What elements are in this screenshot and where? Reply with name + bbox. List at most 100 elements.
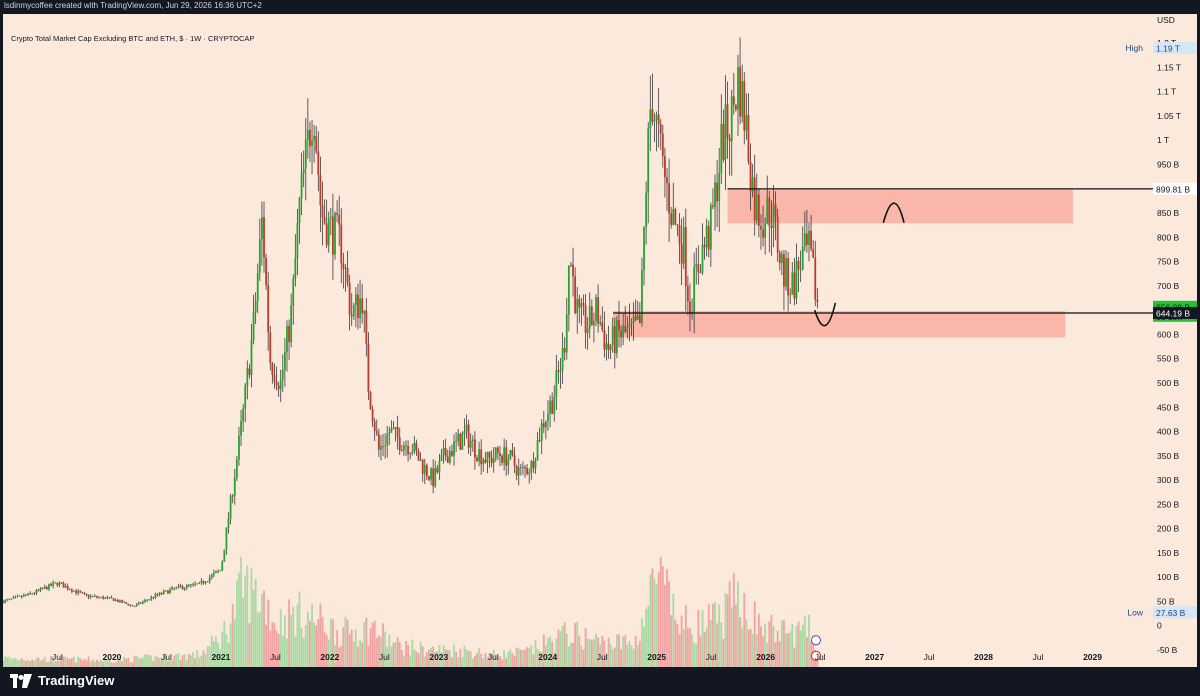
volume-bar: [41, 659, 44, 667]
tradingview-logo[interactable]: TradingView: [10, 673, 114, 688]
candle-body: [686, 286, 689, 302]
candle-body: [279, 379, 282, 390]
candle-body: [542, 423, 545, 428]
volume-bar: [394, 641, 397, 667]
volume-bar: [620, 649, 622, 667]
volume-bar: [181, 655, 184, 667]
volume-bar: [584, 628, 587, 667]
candle-body: [549, 400, 551, 414]
volume-bar: [434, 651, 437, 667]
candle-body: [649, 109, 652, 129]
volume-bar: [778, 641, 781, 667]
volume-bar: [542, 634, 545, 667]
candle-body: [102, 596, 105, 599]
candle-body: [329, 216, 332, 218]
volume-bar: [576, 621, 579, 667]
plot-area[interactable]: Crypto Total Market Cap Excluding BTC an…: [3, 14, 1197, 667]
volume-bar: [369, 628, 372, 667]
volume-bar: [198, 657, 201, 667]
volume-bar: [54, 660, 57, 667]
volume-bar: [354, 629, 357, 667]
candle-body: [45, 586, 48, 590]
volume-bar: [528, 648, 531, 667]
candle-body: [325, 223, 328, 246]
candle-body: [12, 597, 15, 599]
drawn-lines: [613, 188, 1197, 314]
y-tick-label: 350 B: [1157, 451, 1180, 461]
candle-body: [37, 589, 40, 591]
volume-bar: [707, 604, 710, 667]
chart-svg[interactable]: Jul 2020 Jul 2021 Jul 2022 Jul 2023 Jul 2024 Jul 20…: [3, 14, 1197, 667]
candle-body: [403, 445, 405, 451]
candle-body: [630, 322, 633, 324]
candle-body: [480, 449, 483, 465]
candle-body: [256, 273, 259, 301]
candle-body: [150, 597, 153, 600]
header-credit: lsdinmycoffee created with TradingView.c…: [4, 1, 262, 10]
volume-bar: [43, 656, 46, 667]
candle-body: [100, 596, 103, 598]
candle-body: [340, 224, 343, 264]
candle-body: [653, 120, 656, 122]
volume-bar: [33, 660, 36, 667]
volume-bar: [396, 637, 399, 667]
candle-body: [597, 297, 599, 324]
x-tick-label: 2025: [647, 652, 666, 662]
volume-bar: [806, 636, 808, 667]
tradingview-logo-text: TradingView: [38, 673, 115, 688]
y-tick-label: 1.1 T: [1157, 87, 1176, 97]
candle-body: [300, 173, 303, 198]
candle-body: [492, 458, 495, 464]
candle-body: [586, 328, 589, 333]
candle-body: [273, 374, 276, 382]
candle-body: [488, 451, 491, 458]
volume-bar: [666, 569, 668, 667]
candle-body: [430, 468, 432, 480]
volume-bar: [557, 629, 560, 667]
volume-bar: [233, 618, 236, 667]
candle-body: [119, 600, 121, 602]
candle-body: [693, 266, 696, 313]
candle-body: [306, 129, 309, 140]
candle-body: [196, 583, 199, 585]
candle-body: [528, 472, 531, 474]
volume-bar: [672, 593, 675, 667]
candle-body: [361, 298, 364, 314]
candle-body: [532, 460, 535, 469]
volume-bar: [488, 652, 491, 667]
volume-bar: [482, 658, 485, 667]
volume-bar: [365, 617, 368, 667]
support-zone: [613, 311, 1066, 338]
volume-bar: [150, 655, 153, 667]
volume-bar: [190, 655, 192, 667]
candle-body: [766, 197, 769, 224]
volume-bar: [167, 661, 169, 667]
volume-bar: [338, 647, 341, 667]
volume-bar: [133, 655, 136, 667]
candle-body: [467, 424, 470, 448]
volume-bars: [3, 556, 819, 667]
candle-body: [298, 197, 301, 224]
candle-body: [563, 347, 566, 353]
candle-body: [317, 151, 320, 176]
candle-body: [39, 588, 42, 591]
candle-body: [517, 467, 520, 476]
candle-body: [167, 590, 169, 594]
candle-body: [576, 298, 579, 314]
volume-bar: [664, 584, 666, 667]
volume-bar: [411, 639, 414, 667]
volume-bar: [768, 621, 771, 667]
candle-body: [757, 194, 760, 226]
volume-bar: [772, 625, 775, 667]
volume-bar: [16, 659, 19, 667]
volume-bar: [196, 650, 199, 667]
volume-bar: [425, 652, 428, 667]
volume-bar: [419, 641, 422, 667]
candle-body: [219, 570, 222, 572]
volume-bar: [179, 659, 182, 667]
volume-bar: [183, 654, 186, 667]
volume-bar: [553, 651, 556, 667]
volume-bar: [714, 602, 716, 667]
candle-body: [357, 294, 359, 319]
volume-bar: [131, 662, 134, 667]
